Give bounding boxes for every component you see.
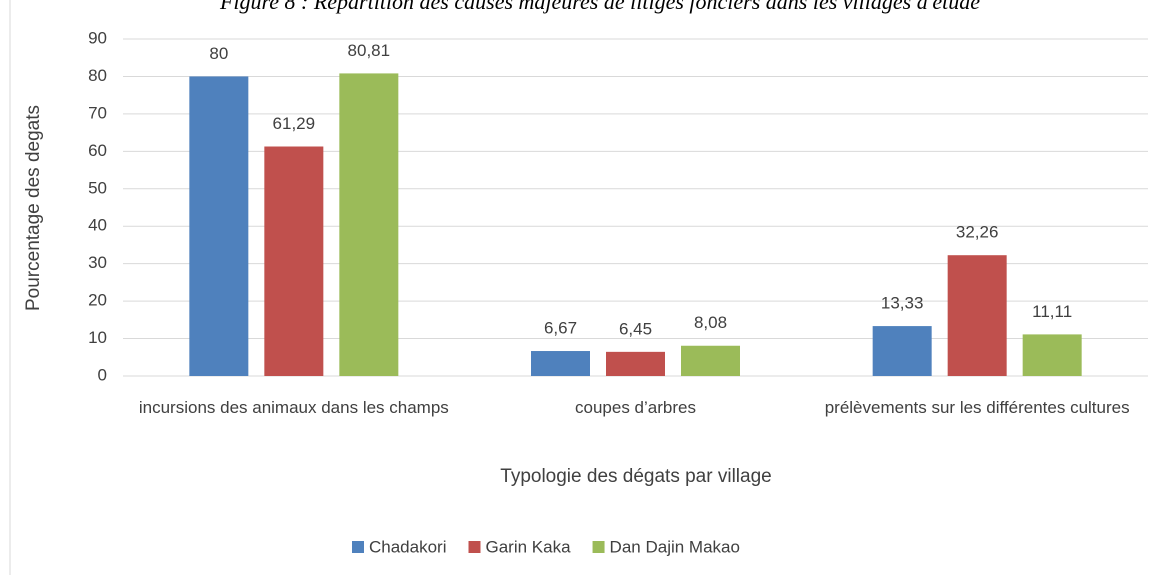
y-tick-label: 50 <box>88 178 107 197</box>
y-tick-label: 70 <box>88 103 107 122</box>
bar <box>947 255 1007 376</box>
bar <box>681 345 740 376</box>
data-label: 32,26 <box>956 223 999 242</box>
legend-swatch <box>352 541 364 553</box>
bar <box>872 326 932 376</box>
data-label: 61,29 <box>273 114 316 133</box>
x-tick-label: prélèvements sur les différentes culture… <box>824 398 1130 417</box>
bar <box>1022 334 1082 376</box>
x-tick-label: incursions des animaux dans les champs <box>138 398 449 417</box>
data-label: 13,33 <box>881 294 924 313</box>
bar <box>264 146 324 376</box>
y-axis-label: Pourcentage des degats <box>23 105 44 311</box>
y-tick-label: 10 <box>88 328 107 347</box>
y-tick-label: 80 <box>88 66 107 85</box>
data-label: 11,11 <box>1032 302 1072 321</box>
y-tick-label: 40 <box>88 216 107 235</box>
legend-label: Dan Dajin Makao <box>610 537 740 556</box>
legend-label: Chadakori <box>369 537 447 556</box>
data-label: 6,67 <box>544 319 577 338</box>
data-label: 80,81 <box>348 41 391 60</box>
y-tick-label: 60 <box>88 141 107 160</box>
y-tick-label: 20 <box>88 291 107 310</box>
x-axis-label: Typologie des dégats par village <box>500 466 771 487</box>
y-tick-label: 90 <box>88 28 107 47</box>
legend-swatch <box>468 541 481 553</box>
bar <box>531 351 590 376</box>
y-tick-label: 30 <box>88 253 107 272</box>
y-tick-label: 0 <box>98 365 107 384</box>
data-label: 8,08 <box>694 313 727 332</box>
chart-frame <box>9 0 11 575</box>
bar <box>339 73 399 377</box>
x-tick-label: coupes d’arbres <box>575 398 696 417</box>
bar <box>606 351 665 376</box>
legend-label: Garin Kaka <box>486 537 572 556</box>
bar <box>189 76 249 376</box>
data-label: 6,45 <box>619 319 652 338</box>
chart-title: Figure 8 : Répartition des causes majeur… <box>219 0 980 14</box>
data-label: 80 <box>209 44 228 63</box>
legend-swatch <box>592 541 605 553</box>
